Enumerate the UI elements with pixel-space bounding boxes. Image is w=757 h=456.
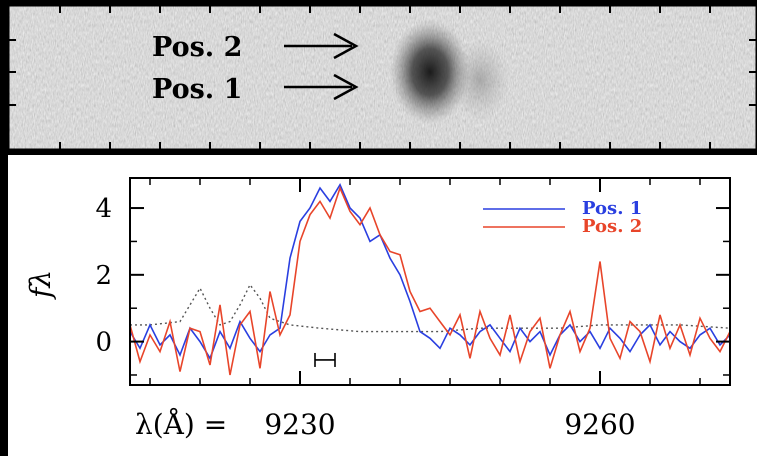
x-tick-label: 9260 [564,408,635,441]
y-tick-label: 0 [95,328,112,358]
plot-frame [129,177,731,386]
y-tick-label: 4 [95,194,112,224]
pos1-label: Pos. 1 [152,74,242,105]
pos2-arrowhead-icon [333,32,359,60]
pos2-label-group: Pos. 2 [152,32,359,63]
faint-trace [450,40,510,120]
y-axis-label: fλ [24,270,57,300]
legend-pos1-label: Pos. 1 [582,198,642,219]
x-tick-label: 9230 [264,408,335,441]
pos1-series-line [130,182,730,361]
pos1-arrowhead-icon [333,73,359,101]
pos1-label-group: Pos. 1 [152,73,359,105]
plot-area [129,177,731,386]
pos2-label: Pos. 2 [152,32,242,63]
x-axis-prefix-label: λ(Å) = [135,408,227,441]
legend: Pos. 1 Pos. 2 [483,198,642,237]
legend-pos2-label: Pos. 2 [582,216,642,237]
emission-blob [390,20,470,124]
image-ticks [8,5,757,150]
pos2-series-line [130,185,730,376]
spectrum-image-panel [8,5,757,150]
y-tick-label: 2 [95,261,112,291]
